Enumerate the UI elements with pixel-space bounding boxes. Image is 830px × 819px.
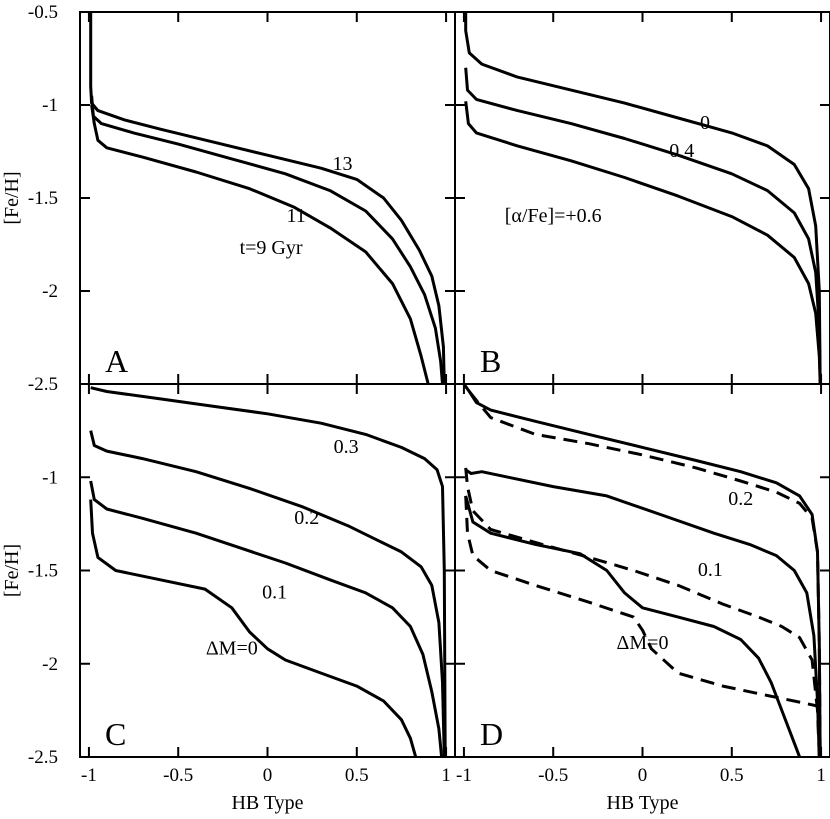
x-tick-label: 1: [441, 765, 451, 786]
series-line-b-2: [464, 67, 822, 385]
series-line-a-2: [90, 95, 444, 385]
y-tick-label: -2.5: [28, 374, 58, 395]
x-tick-label: 0.5: [720, 765, 744, 786]
panel-c: -1 -0.5 0 0.5 1 -1 -1.5 -2 -2.5 [Fe/H] HB Type 0.3 0…: [1, 383, 456, 814]
series-line-d-5: [464, 467, 821, 758]
series-line-c-4: [89, 499, 418, 758]
y-tick-label: -0.5: [28, 2, 58, 23]
x-tick-label: 0.5: [345, 765, 369, 786]
x-tick-label: 0: [638, 765, 648, 786]
curve-annotation: 11: [286, 205, 305, 227]
panel-letter-b: B: [480, 343, 501, 379]
panel-letter-a: A: [105, 343, 128, 379]
curve-annotation: t=9 Gyr: [240, 237, 303, 259]
panel-a: -0.5 -1 -1.5 -2 -2.5 [Fe/H] 13 11 t=9 Gyr A: [1, 2, 456, 395]
y-tick-label: -1: [42, 95, 58, 116]
plot-frame-c: [79, 383, 456, 758]
x-tick-label: -1: [456, 765, 472, 786]
series-line-a-1: [89, 12, 446, 385]
panel-letter-d: D: [480, 716, 503, 752]
panel-b: 0 0.4 [α/Fe]=+0.6 B: [454, 11, 830, 385]
y-tick-label: -1: [42, 467, 58, 488]
series-line-c-3: [89, 480, 444, 758]
x-tick-label: 0: [263, 765, 273, 786]
plot-frame-d: [454, 383, 830, 758]
y-tick-label: -2.5: [28, 747, 58, 768]
curve-annotation: 0.2: [728, 488, 753, 510]
panel-letter-c: C: [105, 716, 126, 752]
series-line-d-4: [468, 390, 822, 758]
series-line-b-1: [464, 12, 822, 385]
x-tick-label: 1: [816, 765, 826, 786]
curve-annotation: ΔM=0: [206, 637, 258, 659]
plot-frame-b: [454, 11, 830, 385]
curve-annotation: [α/Fe]=+0.6: [505, 205, 602, 227]
series-line-c-1: [90, 386, 447, 758]
curve-annotation: 0.3: [334, 436, 359, 458]
curve-annotation: 0.4: [669, 140, 694, 162]
curve-annotation: 0: [700, 112, 710, 134]
y-axis-label: [Fe/H]: [1, 171, 23, 224]
series-line-c-2: [89, 430, 446, 758]
y-tick-label: -2: [42, 281, 58, 302]
series-line-a-3: [90, 104, 430, 385]
x-axis-label: HB Type: [606, 792, 678, 814]
plot-frame-a: [79, 11, 456, 385]
series-line-b-3: [464, 101, 822, 385]
panel-d: -1 -0.5 0 0.5 1 HB Type 0.2 0.1 ΔM=0 D: [454, 383, 830, 814]
x-tick-label: -0.5: [538, 765, 568, 786]
curve-annotation: ΔM=0: [617, 632, 669, 654]
curve-annotation: 0.1: [262, 581, 287, 603]
x-axis-label: HB Type: [231, 792, 303, 814]
series-line-d-1: [462, 383, 822, 758]
x-tick-label: -0.5: [163, 765, 193, 786]
curve-annotation: 0.1: [698, 559, 723, 581]
curve-annotation: 0.2: [294, 507, 319, 529]
x-tick-label: -1: [81, 765, 97, 786]
series-line-d-3: [464, 495, 802, 758]
y-tick-label: -1.5: [28, 561, 58, 582]
y-tick-label: -2: [42, 654, 58, 675]
y-axis-label: [Fe/H]: [1, 544, 23, 597]
curve-annotation: 13: [333, 153, 353, 175]
y-tick-label: -1.5: [28, 188, 58, 209]
series-line-d-2: [464, 468, 821, 758]
